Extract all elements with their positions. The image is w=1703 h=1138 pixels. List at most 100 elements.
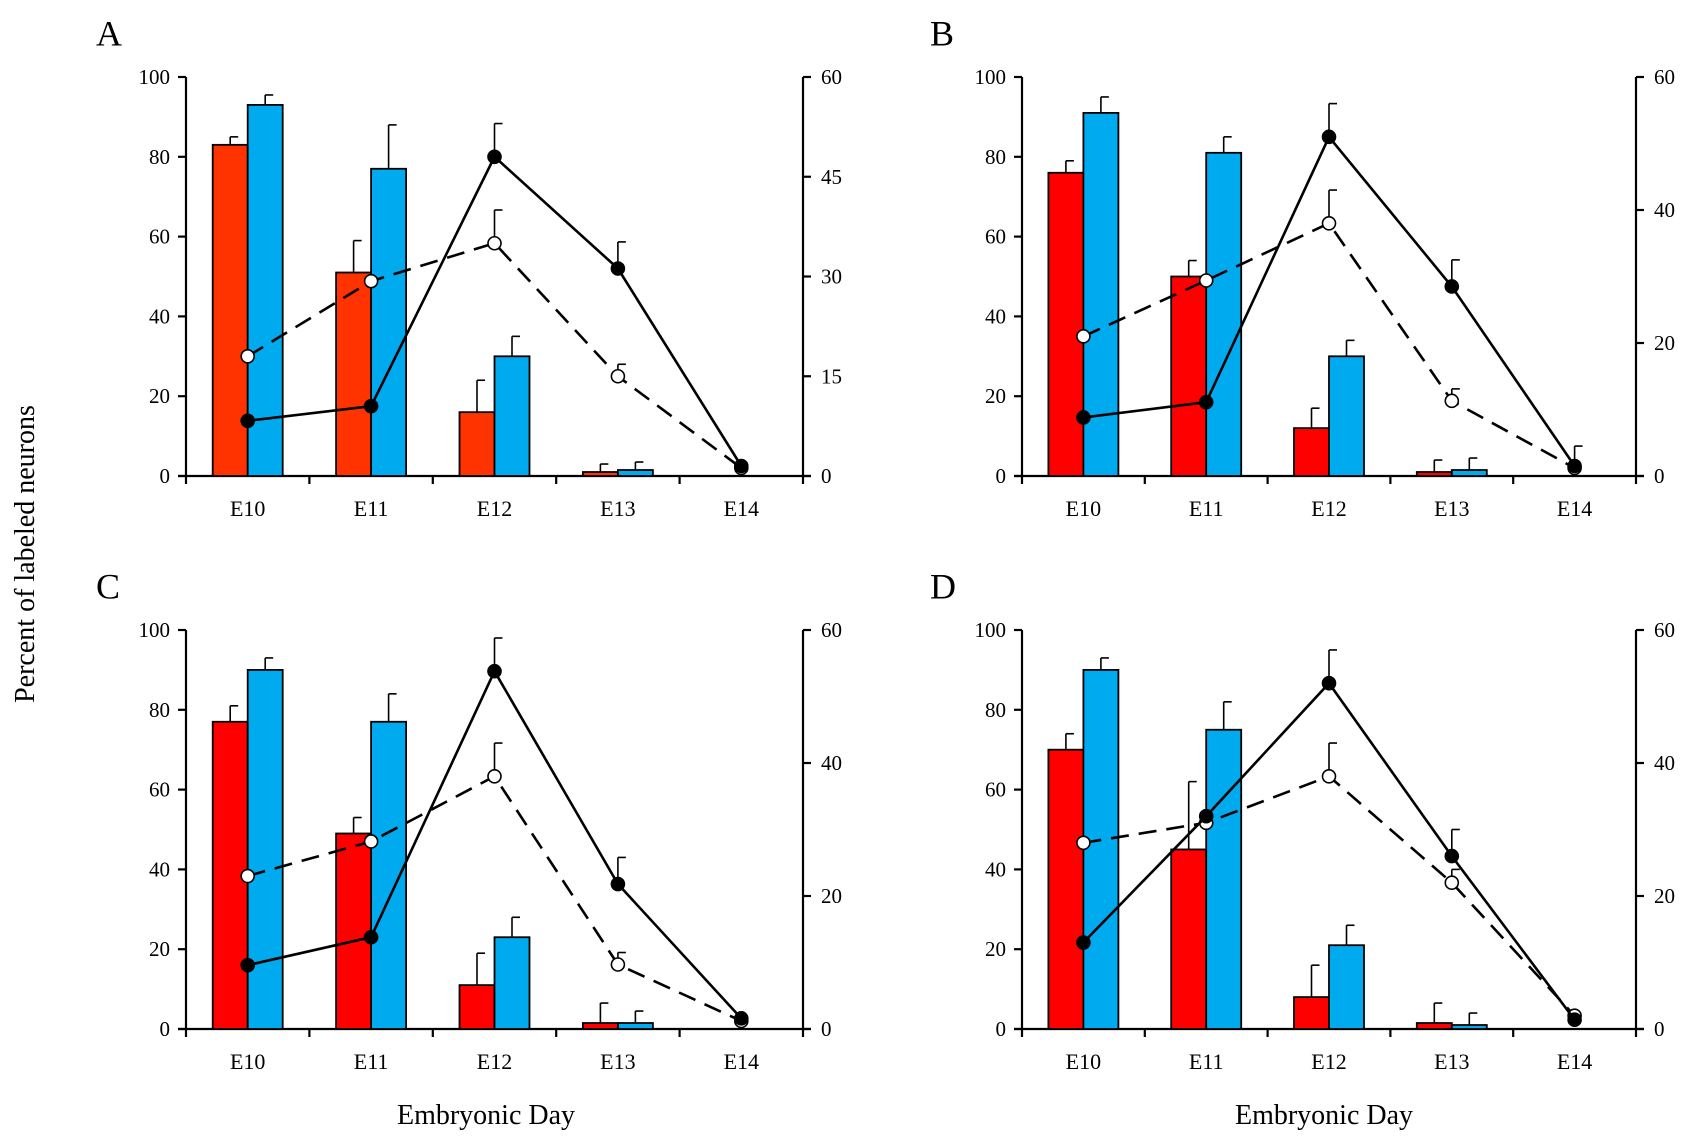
- panel-b-bar-red: [1047, 171, 1085, 477]
- panel-a-category-label: E13: [600, 496, 635, 521]
- panel-b-open-marker: [1198, 273, 1214, 288]
- panel-d-left-tick-label: 40: [985, 857, 1006, 881]
- panel-a-filled-marker: [487, 149, 502, 165]
- panel-a-right-tick-label: 0: [821, 464, 832, 488]
- panel-d-category-label: E13: [1434, 1049, 1469, 1074]
- panel-d-bar-blue: [1082, 669, 1120, 1030]
- panel-d-bar-red: [1047, 748, 1085, 1030]
- panel-b: B 0 20 40 60 80 100 0 20 40 60 E10 E11 E12 E13 E14: [930, 13, 1675, 521]
- panel-d-filled-marker: [1321, 675, 1337, 691]
- panel-b-category-label: E13: [1434, 496, 1469, 521]
- panel-c-open-marker: [610, 957, 626, 972]
- panel-a-open-marker: [610, 368, 626, 384]
- panel-c-left-tick-label: 60: [149, 778, 170, 802]
- panel-b-right-tick-label: 60: [1654, 65, 1675, 89]
- panel-a-open-marker: [487, 235, 502, 251]
- panel-a-left-tick-label: 60: [149, 225, 170, 249]
- panel-c-bar-blue: [617, 1022, 654, 1030]
- panel-d-bar-red: [1170, 848, 1208, 1030]
- panel-d-category-label: E12: [1311, 1049, 1346, 1074]
- panel-b-right-tick-label: 0: [1654, 464, 1665, 488]
- panel-d-filled-marker: [1444, 848, 1460, 864]
- panel-c-bar-red: [582, 1022, 619, 1030]
- panel-b-bar-blue: [1328, 355, 1365, 477]
- panel-d-letter: D: [930, 566, 956, 606]
- panel-d-left-tick-label: 100: [975, 618, 1007, 642]
- panel-a-category-label: E14: [724, 496, 759, 521]
- panel-b-filled-marker: [1198, 394, 1214, 410]
- panel-d-left-tick-label: 20: [985, 937, 1006, 961]
- panel-a-right-tick-label: 60: [821, 65, 842, 89]
- panel-c-filled-marker: [363, 929, 379, 945]
- panel-a-bar-red: [335, 271, 373, 477]
- panel-a-open-marker: [363, 273, 379, 289]
- panel-a-dashed-line: [247, 241, 743, 470]
- panel-b-open-marker: [1076, 329, 1091, 344]
- panel-b-bar-blue: [1205, 151, 1243, 477]
- panel-a-left-tick-label: 40: [149, 304, 170, 328]
- panel-d-bar-blue: [1328, 944, 1365, 1030]
- x-axis-label-bottom-right: Embryonic Day: [1235, 1100, 1413, 1131]
- panel-d-filled-marker: [1076, 935, 1091, 950]
- panel-b-left-tick-label: 0: [996, 464, 1007, 488]
- panel-d-category-label: E10: [1066, 1049, 1101, 1074]
- panel-a-bar-blue: [370, 167, 408, 477]
- panel-b-filled-marker: [1321, 129, 1337, 145]
- panel-a-bar-red: [582, 471, 619, 477]
- panel-c-bar-red: [458, 984, 496, 1030]
- panel-c-bar-blue: [246, 669, 284, 1030]
- panel-c-category-label: E13: [600, 1049, 635, 1074]
- panel-b-filled-marker: [1076, 410, 1091, 425]
- panel-b-category-label: E14: [1557, 496, 1592, 521]
- panel-b-right-tick-label: 20: [1654, 331, 1675, 355]
- panel-b-open-marker: [1444, 393, 1460, 409]
- panel-c-filled-marker: [487, 663, 502, 679]
- panel-a-right-tick-label: 15: [821, 364, 842, 388]
- panel-c-open-marker: [363, 834, 379, 849]
- panel-b-left-tick-label: 60: [985, 225, 1006, 249]
- panel-c-filled-marker: [733, 1011, 749, 1026]
- panel-c-right-tick-label: 40: [821, 751, 842, 775]
- panel-d-left-tick-label: 0: [996, 1017, 1007, 1041]
- panel-c-category-label: E11: [354, 1049, 389, 1074]
- panel-c: C 0 20 40 60 80 100 0 20 40 60 E10 E11 E12 E13 E14: [96, 566, 842, 1074]
- panel-b-category-label: E12: [1311, 496, 1346, 521]
- panel-d-open-marker: [1321, 768, 1337, 784]
- panel-b-bar-red: [1170, 275, 1208, 477]
- panel-d-right-tick-label: 20: [1654, 884, 1675, 908]
- panel-b-left-tick-label: 80: [985, 145, 1006, 169]
- panel-c-left-tick-label: 0: [160, 1017, 171, 1041]
- panel-a-category-label: E10: [230, 496, 265, 521]
- panel-b-right-tick-label: 40: [1654, 198, 1675, 222]
- panel-a: A 0 20 40 60 80 100 0 15 30 45 60 E10 E11 E12 E13 E14: [96, 13, 842, 521]
- panel-a-letter: A: [96, 13, 122, 53]
- panel-a-filled-marker: [363, 398, 379, 414]
- panel-a-bar-red: [211, 143, 249, 477]
- panel-c-right-tick-label: 60: [821, 618, 842, 642]
- x-axis-label-bottom-left: Embryonic Day: [397, 1100, 575, 1131]
- panel-b-category-label: E11: [1189, 496, 1224, 521]
- panel-a-bar-blue: [617, 469, 654, 477]
- panel-b-filled-marker: [1444, 279, 1460, 294]
- panel-c-category-label: E12: [477, 1049, 512, 1074]
- panel-d-right-tick-label: 40: [1654, 751, 1675, 775]
- panel-c-left-tick-label: 40: [149, 857, 170, 881]
- panel-c-bar-blue: [493, 936, 531, 1030]
- panel-b-category-label: E10: [1066, 496, 1101, 521]
- panel-c-letter: C: [96, 566, 120, 606]
- panel-a-left-tick-label: 0: [160, 464, 171, 488]
- panel-c-left-tick-label: 80: [149, 698, 170, 722]
- panel-a-filled-marker: [610, 261, 626, 276]
- panel-b-open-marker: [1321, 216, 1337, 231]
- panel-c-open-marker: [240, 868, 255, 884]
- panel-a-category-label: E12: [477, 496, 512, 521]
- panel-a-right-tick-label: 30: [821, 265, 842, 289]
- panel-c-bar-red: [335, 832, 373, 1030]
- panel-c-filled-marker: [610, 876, 626, 892]
- panel-d-bar-red: [1415, 1022, 1453, 1030]
- panel-c-left-tick-label: 20: [149, 937, 170, 961]
- panel-a-open-marker: [240, 348, 255, 364]
- panel-d-open-marker: [1076, 835, 1091, 851]
- y-axis-label: Percent of labeled neurons: [10, 405, 41, 703]
- panel-a-left-tick-label: 20: [149, 384, 170, 408]
